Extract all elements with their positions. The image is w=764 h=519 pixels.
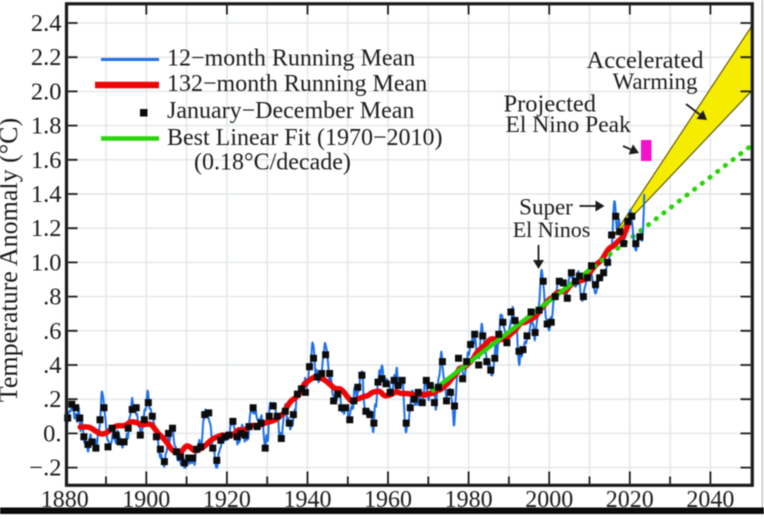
- svg-text:.4: .4: [43, 352, 61, 379]
- svg-text:Super: Super: [519, 195, 573, 220]
- svg-text:January−December Mean: January−December Mean: [167, 98, 414, 124]
- svg-text:Warming: Warming: [612, 69, 698, 94]
- svg-text:El Ninos: El Ninos: [513, 217, 591, 242]
- svg-text:Best Linear Fit (1970−2010): Best Linear Fit (1970−2010): [167, 125, 443, 151]
- svg-text:Accelerated: Accelerated: [587, 47, 704, 74]
- svg-text:12−month Running Mean: 12−month Running Mean: [167, 46, 415, 72]
- svg-text:2.0: 2.0: [31, 78, 62, 105]
- svg-text:.6: .6: [43, 318, 61, 345]
- svg-text:1.6: 1.6: [31, 147, 62, 174]
- svg-text:2.2: 2.2: [31, 44, 62, 71]
- svg-text:1.4: 1.4: [31, 181, 62, 208]
- svg-text:−.2: −.2: [29, 455, 61, 482]
- svg-text:1.0: 1.0: [31, 249, 62, 276]
- svg-text:(0.18°C/decade): (0.18°C/decade): [194, 150, 351, 176]
- svg-text:1.2: 1.2: [31, 215, 62, 242]
- svg-text:.2: .2: [43, 386, 61, 413]
- svg-text:Temperature Anomaly (°C): Temperature Anomaly (°C): [0, 118, 23, 402]
- svg-text:Projected: Projected: [504, 91, 597, 118]
- svg-text:El Nino Peak: El Nino Peak: [506, 112, 632, 138]
- svg-text:.8: .8: [43, 284, 61, 311]
- svg-text:132−month Running Mean: 132−month Running Mean: [167, 71, 427, 97]
- svg-text:0.: 0.: [43, 420, 61, 447]
- svg-text:2.4: 2.4: [31, 10, 62, 37]
- svg-text:1.8: 1.8: [31, 113, 62, 140]
